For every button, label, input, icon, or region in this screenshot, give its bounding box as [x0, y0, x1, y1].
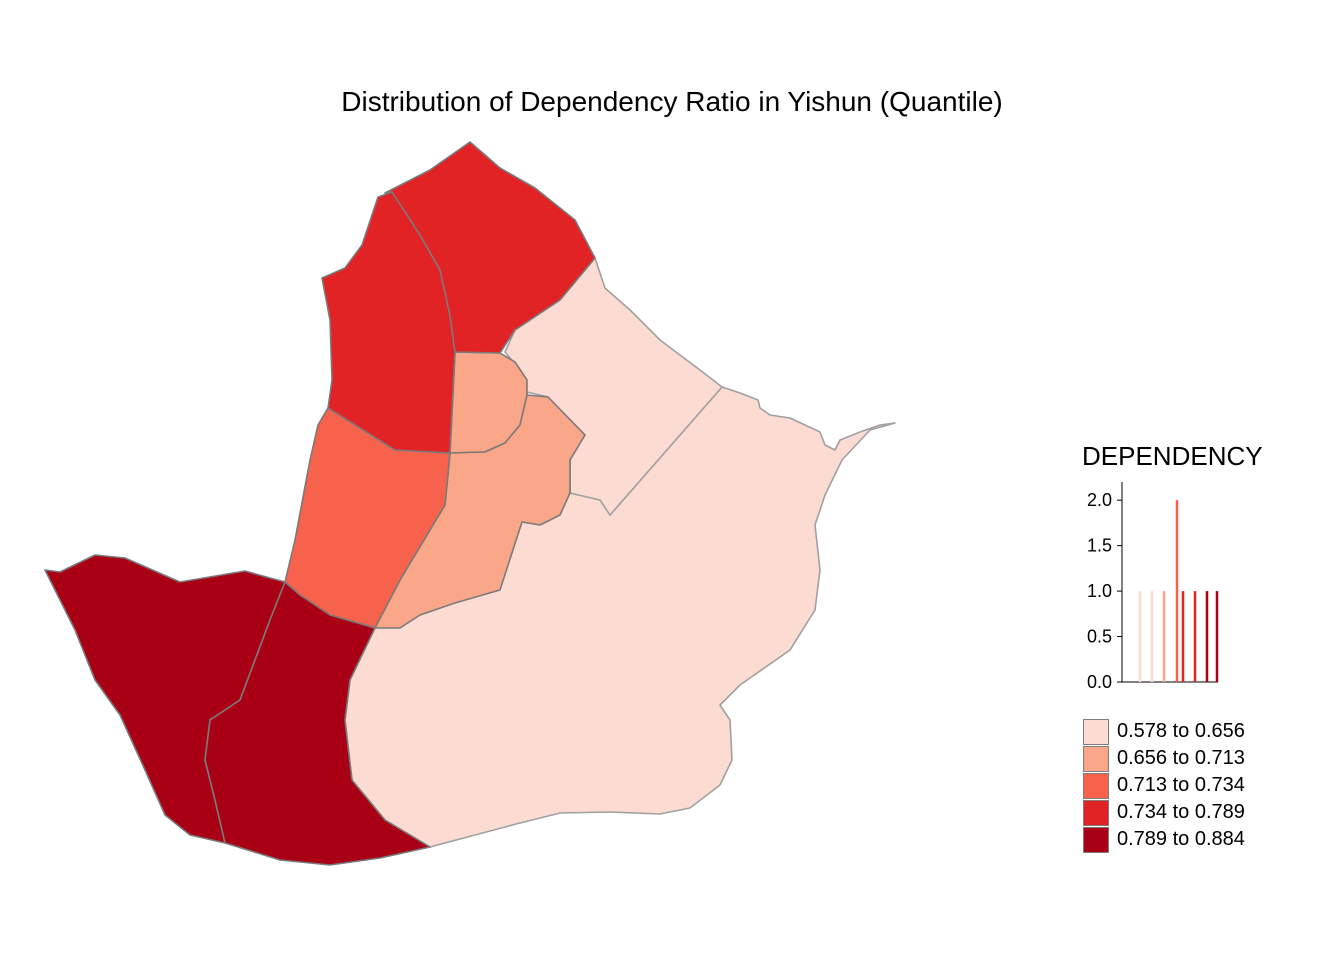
region-north[interactable] [384, 141, 596, 354]
legend-label: 0.578 to 0.656 [1117, 720, 1245, 742]
hist-tick-label: 2.0 [1087, 490, 1112, 510]
legend-swatch [1083, 772, 1109, 799]
legend-swatch [1083, 826, 1109, 853]
region-centre[interactable] [374, 394, 586, 629]
legend-item-class-2: 0.656 to 0.713 [1083, 745, 1245, 772]
legend-item-class-5: 0.789 to 0.884 [1083, 826, 1245, 853]
legend-title: DEPENDENCY [1082, 441, 1263, 471]
legend-histogram: 0.0 0.5 1.0 1.5 2.0 [1087, 482, 1219, 692]
legend-item-class-4: 0.734 to 0.789 [1083, 799, 1245, 826]
hist-tick-label: 1.5 [1087, 536, 1112, 556]
hist-tick-label: 0.0 [1087, 672, 1112, 692]
legend-swatch [1083, 799, 1109, 826]
legend-swatch [1083, 718, 1109, 745]
legend-classes: 0.578 to 0.656 0.656 to 0.713 0.713 to 0… [1083, 718, 1245, 853]
legend-label: 0.789 to 0.884 [1117, 828, 1245, 850]
legend-label: 0.734 to 0.789 [1117, 801, 1245, 823]
map-title: Distribution of Dependency Ratio in Yish… [341, 86, 1003, 117]
legend-item-class-3: 0.713 to 0.734 [1083, 772, 1245, 799]
hist-tick-label: 1.0 [1087, 581, 1112, 601]
legend-label: 0.713 to 0.734 [1117, 774, 1245, 796]
legend-item-class-1: 0.578 to 0.656 [1083, 718, 1245, 745]
hist-tick-label: 0.5 [1087, 627, 1112, 647]
legend-swatch [1083, 745, 1109, 772]
legend-label: 0.656 to 0.713 [1117, 747, 1245, 769]
region-south[interactable] [204, 581, 431, 866]
